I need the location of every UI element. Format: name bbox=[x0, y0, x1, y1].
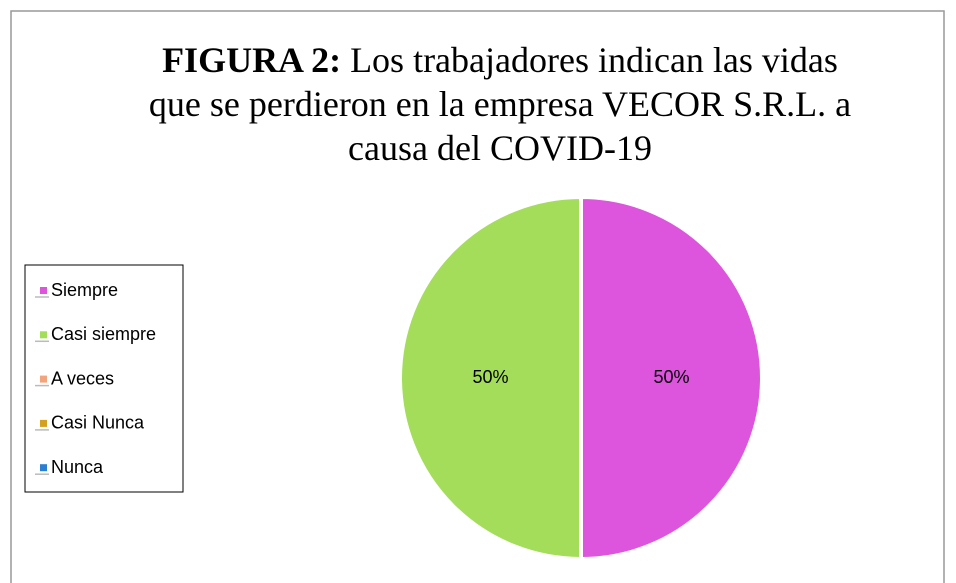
legend-swatch bbox=[40, 419, 47, 427]
title-text: Los trabajadores indican las vidas que s… bbox=[148, 40, 852, 168]
pie-slice bbox=[398, 194, 583, 562]
legend-label: Siempre bbox=[51, 280, 118, 300]
title-prefix: FIGURA 2: bbox=[162, 40, 342, 80]
legend-swatch bbox=[40, 331, 47, 339]
legend-swatch bbox=[40, 375, 47, 383]
legend-label: Casi siempre bbox=[51, 324, 156, 344]
legend-label: A veces bbox=[51, 368, 114, 388]
legend-swatch bbox=[40, 464, 47, 472]
pie-slice bbox=[579, 194, 764, 562]
chart-title: FIGURA 2: Los trabajadores indican las v… bbox=[140, 38, 860, 170]
value-label: 50% bbox=[472, 367, 508, 387]
legend-box bbox=[24, 264, 184, 493]
legend-swatch bbox=[40, 287, 47, 294]
chart-border bbox=[10, 10, 945, 583]
legend-label: Nunca bbox=[51, 457, 104, 477]
value-label: 50% bbox=[653, 367, 689, 387]
legend-label: Casi Nunca bbox=[51, 413, 145, 433]
